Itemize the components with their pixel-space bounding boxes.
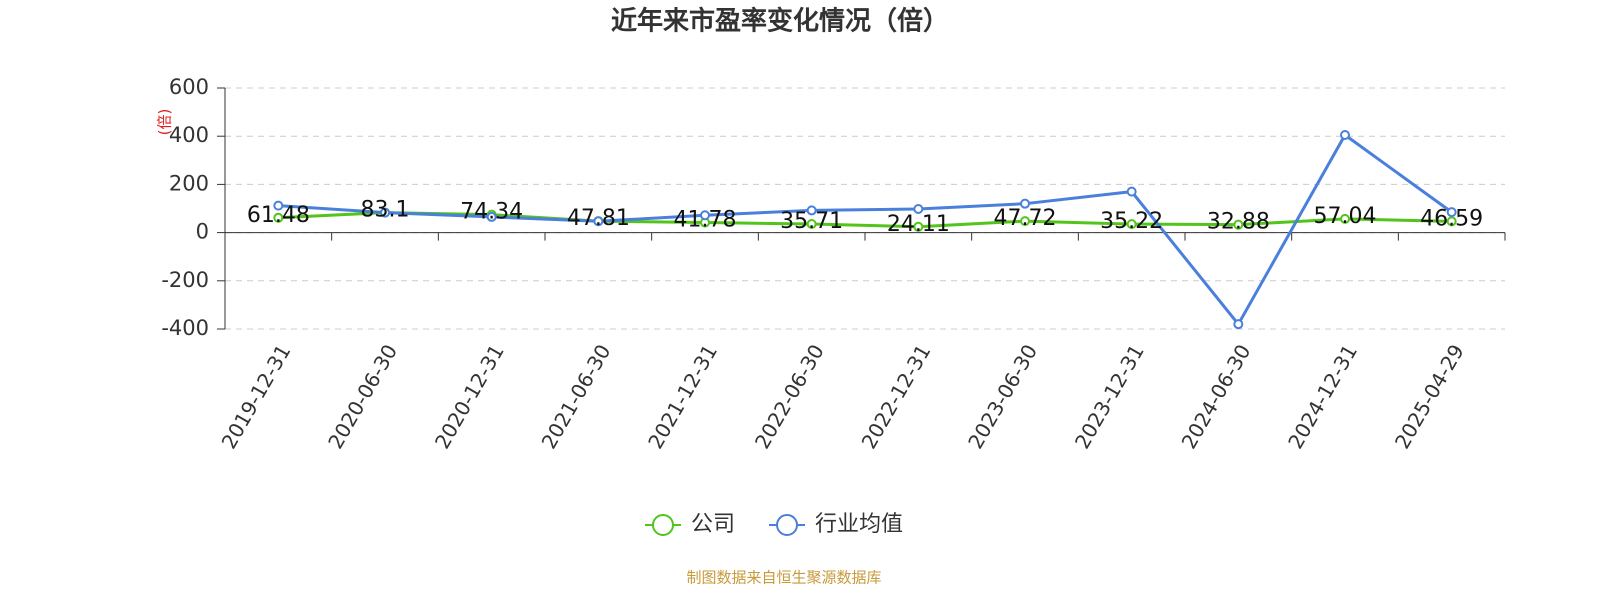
- x-tick-label: 2019-12-31: [217, 340, 296, 453]
- data-label: 83.1: [361, 198, 410, 223]
- data-point: [273, 200, 284, 211]
- legend-label: 行业均值: [815, 512, 903, 537]
- chart-title: 近年来市盈率变化情况（倍）: [611, 6, 949, 37]
- x-tick-label: 2022-12-31: [857, 340, 936, 453]
- data-point: [1020, 216, 1030, 227]
- data-label: 35.71: [780, 209, 843, 234]
- data-label: 46.59: [1420, 206, 1483, 231]
- data-point: [1020, 198, 1030, 209]
- data-point: [380, 207, 390, 218]
- data-label: 74.34: [460, 200, 523, 225]
- y-tick-label: 0: [196, 220, 209, 244]
- x-tick-label: 2020-12-31: [430, 340, 509, 453]
- data-label: 35.22: [1100, 209, 1163, 234]
- data-point: [1233, 319, 1244, 330]
- data-label: 61.48: [247, 203, 310, 228]
- data-point: [593, 216, 604, 227]
- data-point: [913, 203, 924, 214]
- x-tick-label: 2020-06-30: [323, 340, 402, 453]
- x-tick-label: 2025-04-29: [1390, 340, 1469, 453]
- data-point: [1446, 207, 1457, 218]
- y-tick-label: 200: [169, 171, 209, 195]
- data-point: [1446, 216, 1457, 227]
- data-point: [1126, 219, 1137, 230]
- x-tick-label: 2024-06-30: [1177, 340, 1256, 453]
- x-tick-label: 2024-12-31: [1283, 340, 1362, 453]
- x-tick-label: 2022-06-30: [750, 340, 829, 453]
- y-tick-label: -200: [161, 268, 209, 292]
- y-tick-label: -400: [161, 316, 209, 340]
- series-line: [278, 132, 1453, 327]
- data-point: [486, 211, 497, 222]
- source-note: 制图数据来自恒生聚源数据库: [686, 569, 881, 587]
- data-label: 57.04: [1314, 204, 1377, 229]
- legend-marker: [652, 514, 674, 536]
- series-line: [278, 211, 1452, 229]
- y-axis-label: (倍): [156, 109, 174, 136]
- data-point: [1340, 213, 1350, 224]
- data-point: [913, 221, 924, 232]
- x-tick-label: 2021-12-31: [643, 340, 722, 453]
- data-label: 41.78: [674, 208, 737, 233]
- data-point: [700, 210, 710, 221]
- data-label: 32.88: [1207, 210, 1270, 235]
- data-point: [806, 218, 817, 229]
- data-label: 24.11: [887, 212, 950, 237]
- y-tick-label: 600: [169, 75, 209, 99]
- data-point: [1233, 219, 1244, 230]
- data-label: 47.72: [994, 206, 1057, 231]
- data-point: [1126, 186, 1137, 197]
- data-point: [1340, 129, 1350, 140]
- data-point: [806, 205, 817, 216]
- x-tick-label: 2021-06-30: [537, 340, 616, 453]
- y-tick-label: 400: [169, 123, 209, 147]
- x-tick-label: 2023-12-31: [1070, 340, 1149, 453]
- data-point: [273, 212, 284, 223]
- x-tick-label: 2023-06-30: [963, 340, 1042, 453]
- data-label: 47.81: [567, 206, 630, 231]
- legend-label: 公司: [691, 512, 735, 537]
- legend-marker: [776, 514, 799, 536]
